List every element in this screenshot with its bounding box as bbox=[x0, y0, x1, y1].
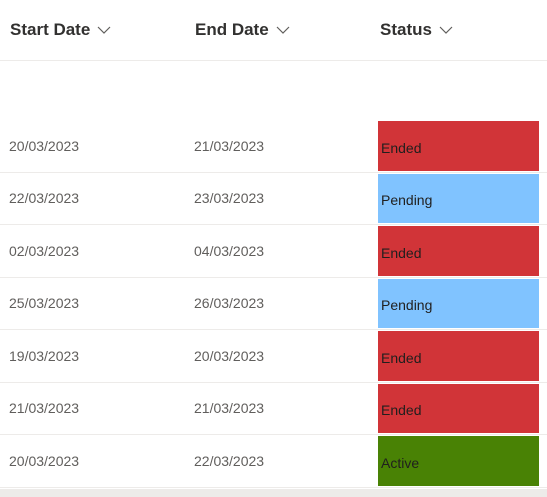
start-date-cell: 19/03/2023 bbox=[9, 347, 80, 364]
end-date-cell: 22/03/2023 bbox=[194, 452, 265, 469]
end-date-cell: 21/03/2023 bbox=[194, 400, 265, 417]
end-date-cell: 21/03/2023 bbox=[194, 137, 265, 154]
start-date-cell: 25/03/2023 bbox=[9, 295, 80, 312]
chevron-down-icon[interactable] bbox=[96, 22, 112, 38]
table-row[interactable]: 19/03/2023 20/03/2023 Ended bbox=[0, 330, 547, 383]
start-date-cell: 21/03/2023 bbox=[9, 400, 80, 417]
end-date-cell: 26/03/2023 bbox=[194, 295, 265, 312]
chevron-down-icon[interactable] bbox=[275, 22, 291, 38]
column-header-label: Start Date bbox=[10, 20, 91, 39]
status-cell: Ended bbox=[378, 121, 539, 171]
horizontal-scrollbar[interactable] bbox=[0, 489, 547, 497]
table-row[interactable]: 21/03/2023 21/03/2023 Ended bbox=[0, 383, 547, 435]
end-date-cell: 23/03/2023 bbox=[194, 190, 265, 207]
column-header-status[interactable]: Status bbox=[380, 0, 454, 60]
table-row[interactable]: 22/03/2023 23/03/2023 Pending bbox=[0, 173, 547, 225]
column-header-end-date[interactable]: End Date bbox=[195, 0, 291, 60]
column-header-label: End Date bbox=[195, 20, 269, 39]
status-cell: Pending bbox=[378, 173, 539, 223]
column-header-label: Status bbox=[380, 20, 432, 39]
status-cell: Pending bbox=[378, 278, 539, 328]
table-row[interactable]: 20/03/2023 21/03/2023 Ended bbox=[0, 120, 547, 173]
table-row[interactable]: 25/03/2023 26/03/2023 Pending bbox=[0, 278, 547, 330]
table-row[interactable]: 20/03/2023 22/03/2023 Active bbox=[0, 435, 547, 488]
end-date-cell: 20/03/2023 bbox=[194, 347, 265, 364]
status-cell: Ended bbox=[378, 331, 539, 381]
status-cell: Active bbox=[378, 436, 539, 486]
status-cell: Ended bbox=[378, 226, 539, 276]
end-date-cell: 04/03/2023 bbox=[194, 242, 265, 259]
start-date-cell: 02/03/2023 bbox=[9, 242, 80, 259]
start-date-cell: 20/03/2023 bbox=[9, 452, 80, 469]
table-row[interactable]: 02/03/2023 04/03/2023 Ended bbox=[0, 225, 547, 278]
start-date-cell: 20/03/2023 bbox=[9, 137, 80, 154]
list-header: Start Date End Date Status bbox=[0, 0, 547, 61]
list-rows: 20/03/2023 21/03/2023 Ended 22/03/2023 2… bbox=[0, 120, 547, 488]
status-cell: Ended bbox=[378, 383, 539, 433]
start-date-cell: 22/03/2023 bbox=[9, 190, 80, 207]
chevron-down-icon[interactable] bbox=[438, 22, 454, 38]
column-header-start-date[interactable]: Start Date bbox=[10, 0, 112, 60]
